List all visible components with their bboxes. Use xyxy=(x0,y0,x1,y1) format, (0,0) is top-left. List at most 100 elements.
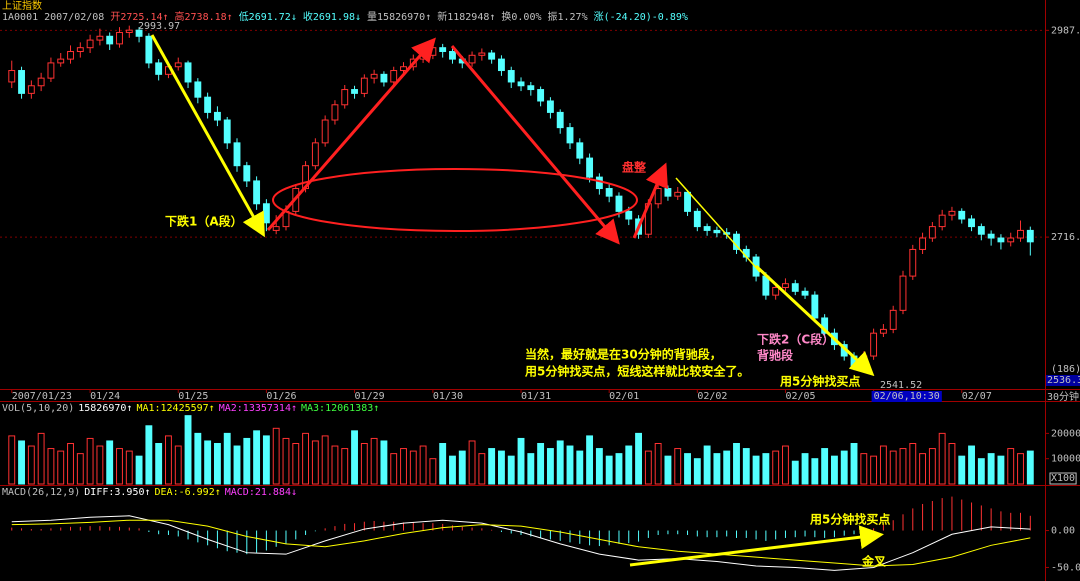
x-tick-label: 01/29 xyxy=(355,391,385,402)
volume-bar xyxy=(439,443,447,485)
candle-body xyxy=(370,73,378,79)
candle-body xyxy=(938,214,946,228)
x-tick-label: 01/30 xyxy=(433,391,463,402)
candle-body xyxy=(204,96,212,113)
annotation: 2541.52 xyxy=(880,380,922,391)
annotation: 下跌1（A段） xyxy=(165,214,243,229)
volume-bar xyxy=(272,427,280,485)
volume-bar xyxy=(76,453,84,485)
volume-bar xyxy=(742,448,750,485)
drawn-marks xyxy=(150,34,884,567)
volume-bar xyxy=(311,440,319,485)
candle-body xyxy=(86,39,94,49)
volume-bar xyxy=(223,432,231,485)
quote-field: 收2691.98↓ xyxy=(303,10,361,23)
candle-body xyxy=(546,100,554,113)
candle-body xyxy=(987,233,995,239)
volume-bar xyxy=(752,455,760,485)
legend-entry: VOL(5,10,20) xyxy=(2,403,74,414)
annotation: 背驰段 xyxy=(757,348,794,363)
volume-bar xyxy=(517,437,525,485)
consolidation-ellipse xyxy=(272,168,638,232)
volume-bar xyxy=(67,443,74,485)
candle-body xyxy=(321,119,329,144)
arrow xyxy=(450,45,620,245)
volume-bar xyxy=(449,455,456,485)
volume-bar xyxy=(546,448,554,485)
volume-bar xyxy=(145,425,153,485)
volume-bar xyxy=(243,437,251,485)
candle-body xyxy=(135,29,143,37)
volume-bar xyxy=(537,443,545,485)
volume-bar xyxy=(870,455,878,485)
candle-body xyxy=(899,275,907,311)
candle-body xyxy=(243,165,251,182)
quote-field: 低2691.72↓ xyxy=(239,10,297,23)
volume-bar xyxy=(331,445,339,485)
volume-bar xyxy=(850,443,858,485)
candle-body xyxy=(703,226,711,231)
volume-bar xyxy=(664,455,672,485)
volume-bar xyxy=(625,445,633,485)
candle-body xyxy=(1017,229,1024,239)
volume-bar xyxy=(204,440,212,485)
candle-body xyxy=(586,157,594,178)
candle-body xyxy=(37,77,45,87)
y-tick-label: 0.00 xyxy=(1051,526,1075,537)
y-tick-label: -50.00 xyxy=(1051,562,1080,573)
volume-bar xyxy=(830,455,838,485)
legend-entry: MA2:13357314↑ xyxy=(219,403,297,414)
volume-bar xyxy=(419,445,427,485)
volume-bar xyxy=(233,445,241,485)
candle-body xyxy=(977,226,985,235)
x-tick-label: 2007/01/23 xyxy=(12,391,72,402)
x-tick-label: 02/01 xyxy=(609,391,639,402)
candle-body xyxy=(811,294,819,319)
quote-info: 1A0001 2007/02/08 开2725.14↑ 高2738.18↑ 低2691.… xyxy=(2,10,688,23)
annotation: 盘整 xyxy=(622,160,646,175)
volume-bar xyxy=(527,453,535,485)
volume-bar xyxy=(106,440,114,485)
volume-bar xyxy=(566,445,574,485)
quote-field: 量15826970↑ xyxy=(367,11,431,23)
volume-bar xyxy=(654,443,662,485)
candle-body xyxy=(468,54,476,64)
volume-bar xyxy=(27,445,35,485)
quote-field: 新1182948↑ xyxy=(437,10,495,23)
x-tick-label: 01/24 xyxy=(90,391,120,402)
candle-body xyxy=(262,203,270,224)
volume-bar xyxy=(351,430,358,485)
candle-body xyxy=(47,62,55,79)
volume-bar xyxy=(478,453,486,485)
volume-bar xyxy=(615,453,623,485)
marker-label: 2536.30 xyxy=(1047,375,1080,386)
volume-bar xyxy=(458,450,466,485)
chart-title: 上证指数 xyxy=(2,0,42,12)
unit-box xyxy=(1049,472,1077,485)
candle-body xyxy=(18,70,25,94)
volume-bar xyxy=(194,432,202,485)
volume-bar xyxy=(1007,448,1015,485)
volume-bar xyxy=(889,450,897,485)
candle-body xyxy=(654,188,662,205)
volume-bar xyxy=(899,448,907,485)
candle-body xyxy=(674,191,682,197)
legend-entry: MA1:12425597↑ xyxy=(136,403,214,414)
candle-body xyxy=(968,218,975,228)
candle-body xyxy=(331,104,339,121)
candle-body xyxy=(625,210,633,220)
x-tick-label: 01/26 xyxy=(266,391,296,402)
quote-field: 换0.00% xyxy=(501,10,541,23)
volume-bar xyxy=(909,443,917,485)
volume-bar xyxy=(282,437,290,485)
volume-bar xyxy=(938,432,946,485)
candle-body xyxy=(341,89,349,106)
candle-body xyxy=(67,50,74,60)
candle-body xyxy=(174,62,182,68)
candle-body xyxy=(145,35,153,64)
x-tick-label: 01/25 xyxy=(178,391,208,402)
candle-body xyxy=(351,89,358,94)
arrow xyxy=(754,264,875,377)
candle-body xyxy=(27,85,35,94)
